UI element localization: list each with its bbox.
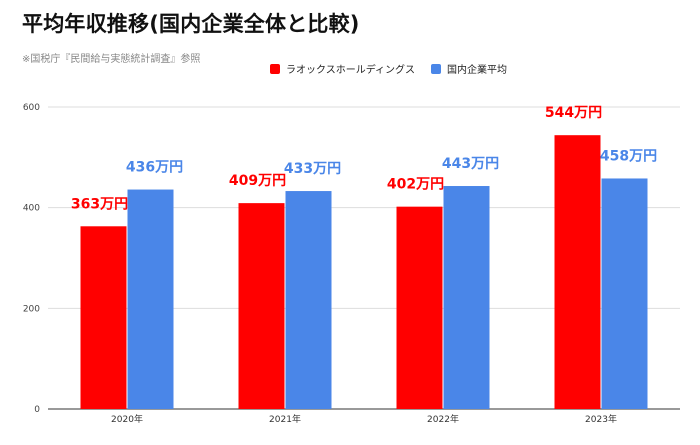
data-label: 544万円 bbox=[545, 105, 602, 121]
legend: ラオックスホールディングス 国内企業平均 bbox=[270, 61, 523, 76]
data-label: 443万円 bbox=[442, 156, 499, 172]
y-tick-label: 0 bbox=[34, 405, 40, 415]
y-tick-label: 200 bbox=[23, 304, 40, 314]
legend-label-series-1: ラオックスホールディングス bbox=[286, 65, 415, 76]
bar-series-2 bbox=[285, 191, 332, 409]
legend-swatch-series-1 bbox=[270, 63, 280, 74]
chart-title: 平均年収推移(国内企業全体と比較) bbox=[22, 12, 360, 36]
x-tick-label: 2020年 bbox=[111, 413, 143, 425]
data-label: 402万円 bbox=[387, 177, 444, 193]
x-tick-label: 2022年 bbox=[427, 413, 459, 425]
bar-series-1 bbox=[396, 206, 443, 409]
legend-swatch-series-2 bbox=[431, 63, 441, 74]
bar-series-1 bbox=[80, 226, 127, 409]
x-tick-label: 2021年 bbox=[269, 413, 301, 425]
bar-series-2 bbox=[443, 186, 490, 409]
x-tick-label: 2023年 bbox=[585, 413, 617, 425]
y-tick-label: 400 bbox=[23, 204, 40, 214]
data-label: 458万円 bbox=[600, 148, 657, 164]
legend-item-series-1: ラオックスホールディングス bbox=[270, 61, 415, 76]
data-label: 409万円 bbox=[229, 173, 286, 189]
y-tick-label: 600 bbox=[23, 103, 40, 113]
data-label: 436万円 bbox=[126, 160, 183, 176]
bar-series-2 bbox=[601, 178, 648, 409]
legend-label-series-2: 国内企業平均 bbox=[447, 65, 507, 76]
chart-subtitle: ※国税庁『民間給与実態統計調査』参照 bbox=[22, 54, 201, 65]
bar-series-1 bbox=[238, 203, 285, 409]
bar-series-2 bbox=[127, 189, 174, 409]
legend-item-series-2: 国内企業平均 bbox=[431, 61, 507, 76]
data-label: 433万円 bbox=[284, 161, 341, 177]
bar-series-1 bbox=[554, 135, 601, 410]
data-label: 363万円 bbox=[71, 196, 128, 212]
